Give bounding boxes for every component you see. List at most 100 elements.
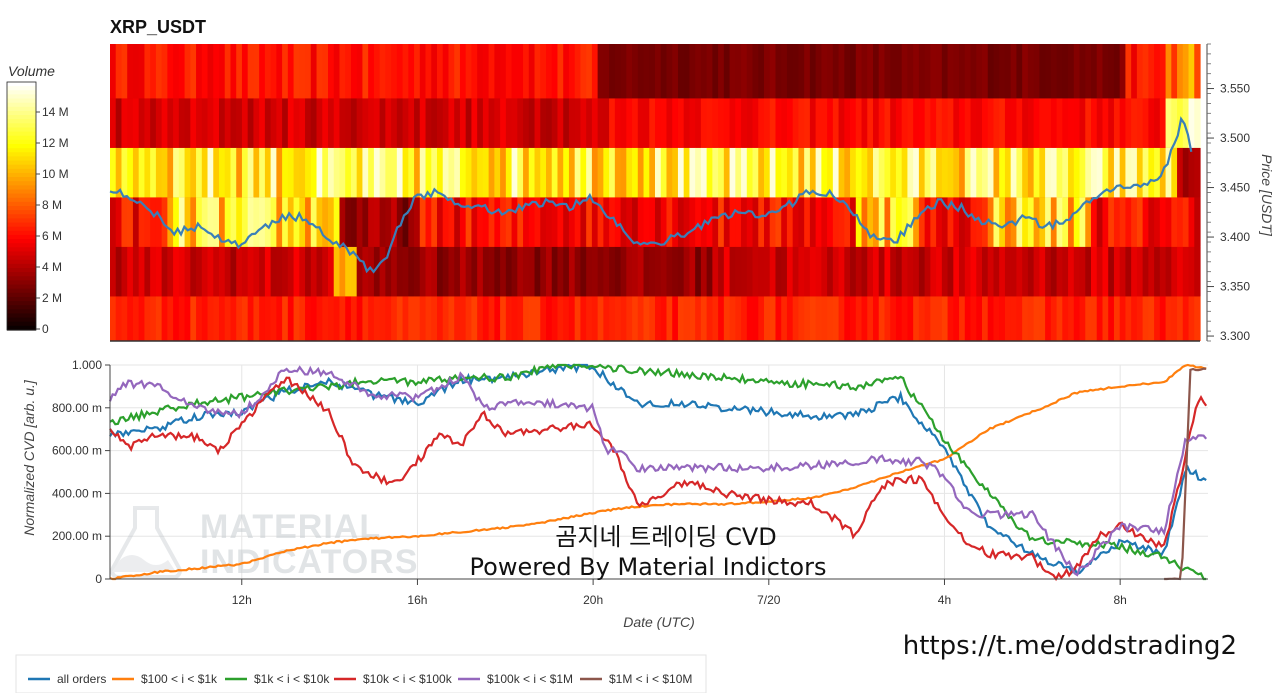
heatmap-cell [637, 197, 645, 247]
heatmap-cell [700, 98, 708, 148]
heatmap-cell [373, 44, 381, 99]
heatmap-cell [855, 246, 863, 297]
colorbar-segment [7, 98, 36, 104]
heatmap-cell [127, 44, 134, 99]
heatmap-cell [804, 296, 811, 341]
heatmap-cell [649, 296, 656, 341]
heatmap-cell [1102, 246, 1109, 297]
heatmap-cell [316, 44, 323, 99]
heatmap-cell [557, 296, 564, 341]
heatmap-cell [1194, 44, 1201, 99]
heatmap-cell [574, 44, 582, 99]
heatmap-cell [809, 197, 817, 247]
heatmap-cell [632, 246, 639, 297]
heatmap-cell [328, 44, 335, 99]
heatmap-cell [890, 44, 897, 99]
heatmap-cell [999, 98, 1006, 148]
heatmap-cell [196, 246, 203, 297]
heatmap-cell [832, 197, 840, 247]
heatmap-cell [425, 98, 432, 148]
heatmap-cell [1073, 197, 1081, 247]
heatmap-cell [322, 44, 329, 99]
heatmap-cell [827, 296, 834, 341]
heatmap-cell [1022, 197, 1029, 247]
heatmap-cell [500, 246, 507, 297]
heatmap-cell [1079, 98, 1086, 148]
heatmap-cell [1131, 197, 1138, 247]
heatmap-cell [264, 147, 272, 198]
heatmap-cell [1096, 246, 1104, 297]
heatmap-cell [746, 197, 754, 247]
heatmap-cell [672, 296, 679, 341]
heatmap-cell [1119, 197, 1127, 247]
heatmap-cell [207, 246, 214, 297]
heatmap-cell [1079, 147, 1086, 198]
heatmap-cell [1159, 98, 1167, 148]
heatmap-cell [930, 246, 937, 297]
heatmap-cell [494, 197, 501, 247]
heatmap-cell [1125, 98, 1132, 148]
heatmap-cell [494, 98, 501, 148]
heatmap-cell [792, 44, 800, 99]
heatmap-cell [987, 296, 995, 341]
heatmap-cell [408, 197, 415, 247]
heatmap-cell [907, 246, 914, 297]
heatmap-cell [729, 197, 736, 247]
heatmap-cell [282, 44, 289, 99]
heatmap-cell [993, 197, 1000, 247]
heatmap-cell [127, 147, 134, 198]
heatmap-cell [414, 44, 421, 99]
heatmap-cell [1056, 44, 1063, 99]
heatmap-cell [408, 44, 415, 99]
heatmap-cell [207, 197, 214, 247]
heatmap-cell [976, 98, 983, 148]
heatmap-cell [310, 147, 318, 198]
heatmap-cell [878, 98, 886, 148]
heatmap-cell [1171, 147, 1178, 198]
heatmap-cell [878, 197, 886, 247]
heatmap-cell [626, 44, 633, 99]
colorbar-segment [7, 259, 36, 265]
heatmap-cell [1182, 44, 1190, 99]
heatmap-cell [861, 197, 868, 247]
heatmap-cell [855, 296, 863, 341]
heatmap-cell [821, 147, 828, 198]
heatmap-cell [752, 147, 759, 198]
heatmap-cell [546, 147, 553, 198]
colorbar-tick-label: 12 M [42, 136, 69, 150]
heatmap-cell [712, 246, 719, 297]
cvd-y-tick-label: 1.000 [72, 358, 102, 372]
heatmap-cell [391, 98, 398, 148]
heatmap-cell [1085, 147, 1092, 198]
heatmap-cell [987, 147, 995, 198]
heatmap-cell [729, 246, 736, 297]
colorbar-segment [7, 239, 36, 244]
heatmap-cell [1027, 98, 1035, 148]
heatmap-cell [614, 147, 622, 198]
heatmap-cell [838, 98, 845, 148]
heatmap-cell [534, 98, 541, 148]
heatmap-cell [867, 197, 874, 247]
heatmap-cell [827, 98, 834, 148]
heatmap-cell [895, 246, 903, 297]
heatmap-cell [568, 246, 576, 297]
heatmap-cell [551, 197, 559, 247]
heatmap-cell [775, 147, 782, 198]
heatmap-cell [723, 246, 731, 297]
heatmap-cell [591, 147, 599, 198]
heatmap-cell [758, 44, 765, 99]
heatmap-cell [1182, 147, 1190, 198]
heatmap-cell [115, 147, 123, 198]
telegram-url[interactable]: https://t.me/oddstrading2 [903, 631, 1237, 661]
heatmap-cell [844, 197, 851, 247]
heatmap-cell [764, 44, 771, 99]
heatmap-cell [477, 197, 484, 247]
heatmap-cell [1142, 296, 1149, 341]
heatmap-cell [419, 44, 427, 99]
heatmap-cell [764, 246, 771, 297]
heatmap-cell [936, 296, 943, 341]
heatmap-cell [517, 98, 524, 148]
colorbar-segment [7, 234, 36, 240]
cvd-series-line [109, 376, 1208, 582]
heatmap-cell [850, 44, 857, 99]
